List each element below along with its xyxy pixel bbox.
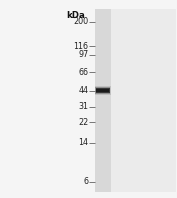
Text: 200: 200	[73, 17, 88, 26]
Bar	[95, 9, 111, 192]
Text: 44: 44	[79, 86, 88, 95]
Text: 22: 22	[78, 118, 88, 127]
Bar	[95, 87, 110, 94]
Text: 6: 6	[84, 177, 88, 186]
Bar	[96, 89, 109, 92]
Bar	[95, 9, 176, 192]
Text: 14: 14	[79, 138, 88, 147]
Bar	[96, 88, 110, 93]
Text: 97: 97	[78, 50, 88, 59]
Text: 31: 31	[79, 102, 88, 111]
Bar	[95, 86, 111, 95]
Text: kDa: kDa	[66, 11, 85, 20]
Text: 66: 66	[79, 68, 88, 77]
Text: 116: 116	[73, 42, 88, 51]
